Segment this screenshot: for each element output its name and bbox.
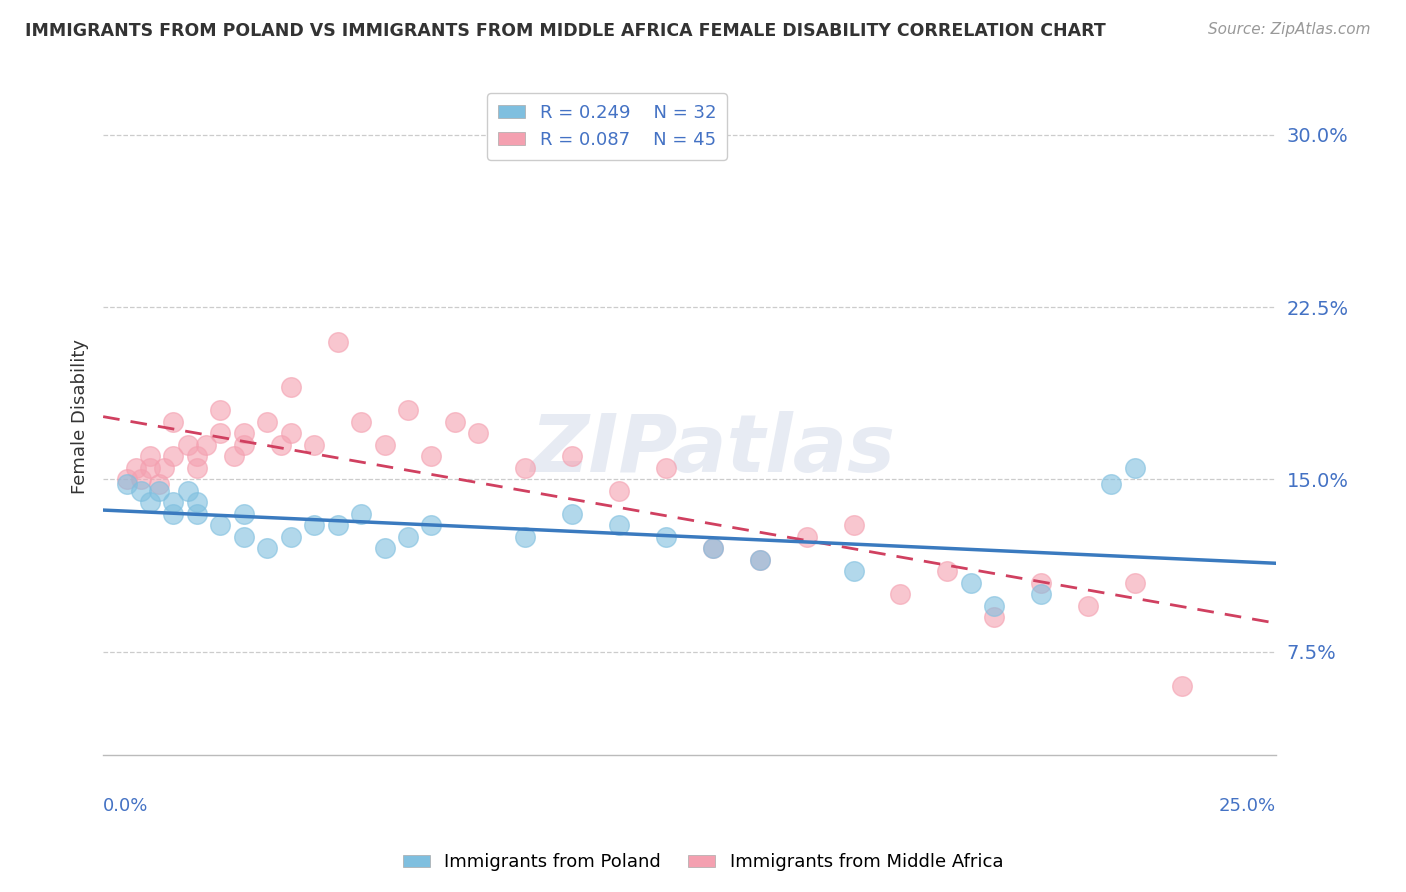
Point (1123, 460, 1146, 475)
Point (256, 415, 278, 429)
Point (148, 483, 170, 498)
Point (842, 518, 865, 533)
Point (256, 541, 278, 556)
Point (373, 438, 395, 452)
Point (1123, 575, 1146, 590)
Point (1099, 477, 1122, 491)
Point (561, 507, 583, 521)
Point (186, 495, 208, 509)
Text: 0.0%: 0.0% (103, 797, 149, 814)
Text: ZIPatlas: ZIPatlas (530, 411, 896, 489)
Point (420, 450, 443, 464)
Legend: Immigrants from Poland, Immigrants from Middle Africa: Immigrants from Poland, Immigrants from … (395, 847, 1011, 879)
Point (280, 380, 302, 394)
Point (1077, 599, 1099, 613)
Point (280, 426, 302, 441)
Text: IMMIGRANTS FROM POLAND VS IMMIGRANTS FROM MIDDLE AFRICA FEMALE DISABILITY CORREL: IMMIGRANTS FROM POLAND VS IMMIGRANTS FRO… (25, 22, 1107, 40)
Point (232, 507, 254, 521)
Point (162, 507, 184, 521)
Point (176, 438, 198, 452)
Point (148, 477, 170, 491)
Point (186, 460, 208, 475)
Point (702, 541, 724, 556)
Point (186, 450, 208, 464)
Point (515, 460, 537, 475)
Point (129, 483, 152, 498)
Point (326, 334, 349, 349)
Point (1171, 679, 1194, 693)
Point (139, 495, 162, 509)
Point (232, 438, 254, 452)
Text: 25.0%: 25.0% (1219, 797, 1275, 814)
Point (280, 530, 302, 544)
Point (1029, 587, 1052, 601)
Point (129, 472, 152, 486)
Text: Source: ZipAtlas.com: Source: ZipAtlas.com (1208, 22, 1371, 37)
Point (139, 450, 162, 464)
Point (1029, 575, 1052, 590)
Point (162, 415, 184, 429)
Point (515, 530, 537, 544)
Point (889, 587, 911, 601)
Point (607, 518, 630, 533)
Point (420, 518, 443, 533)
Point (232, 530, 254, 544)
Point (607, 483, 630, 498)
Point (224, 450, 246, 464)
Point (842, 564, 865, 578)
Point (115, 472, 138, 486)
Point (350, 507, 373, 521)
Y-axis label: Female Disability: Female Disability (72, 339, 89, 493)
Point (139, 460, 162, 475)
Point (125, 460, 148, 475)
Point (396, 403, 419, 417)
Point (373, 541, 395, 556)
Point (176, 483, 198, 498)
Point (467, 426, 489, 441)
Point (270, 438, 292, 452)
Point (983, 610, 1005, 624)
Point (115, 477, 138, 491)
Point (302, 438, 325, 452)
Point (702, 541, 724, 556)
Point (209, 518, 232, 533)
Point (302, 518, 325, 533)
Legend: R = 0.249    N = 32, R = 0.087    N = 45: R = 0.249 N = 32, R = 0.087 N = 45 (488, 94, 727, 160)
Point (748, 552, 770, 566)
Point (162, 495, 184, 509)
Point (153, 460, 176, 475)
Point (195, 438, 218, 452)
Point (655, 460, 678, 475)
Point (936, 564, 959, 578)
Point (959, 575, 981, 590)
Point (186, 507, 208, 521)
Point (748, 552, 770, 566)
Point (561, 450, 583, 464)
Point (232, 426, 254, 441)
Point (796, 530, 818, 544)
Point (983, 599, 1005, 613)
Point (209, 426, 232, 441)
Point (350, 415, 373, 429)
Point (162, 450, 184, 464)
Point (396, 530, 419, 544)
Point (655, 530, 678, 544)
Point (209, 403, 232, 417)
Point (444, 415, 467, 429)
Point (326, 518, 349, 533)
